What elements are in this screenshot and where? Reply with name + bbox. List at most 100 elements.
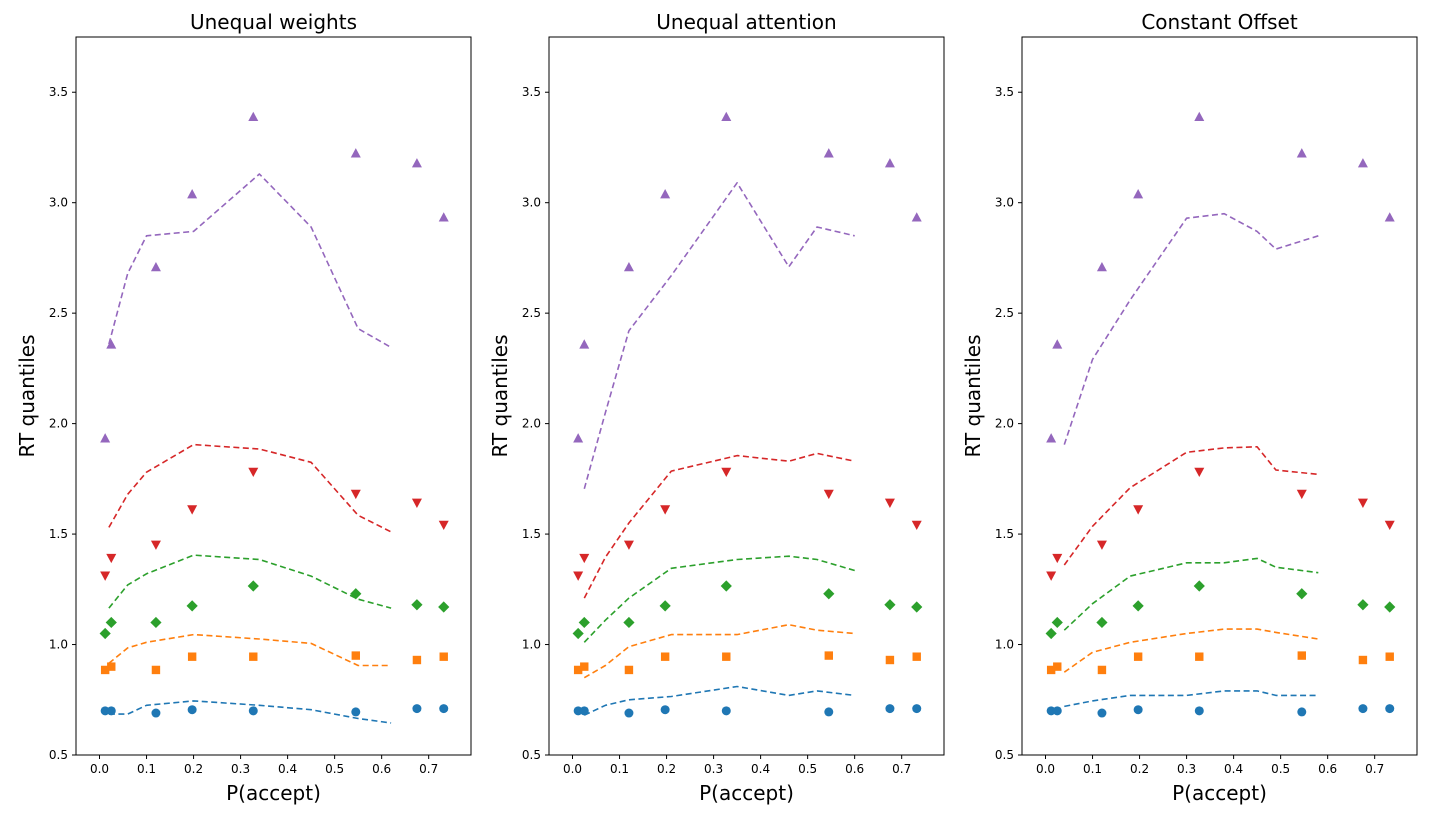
x-tick-label: 0.7 bbox=[892, 762, 911, 776]
predicted-line-q1 bbox=[108, 700, 392, 724]
observed-point-q4 bbox=[411, 498, 422, 508]
predicted-line-q5 bbox=[108, 173, 392, 349]
observed-point-q4 bbox=[1052, 553, 1063, 564]
observed-point-q5 bbox=[1194, 111, 1205, 122]
y-tick-label: 2.0 bbox=[995, 417, 1014, 431]
y-tick-label: 3.5 bbox=[522, 85, 541, 99]
observed-point-q3 bbox=[720, 580, 732, 592]
observed-point-q3 bbox=[1357, 599, 1369, 611]
observed-point-q5 bbox=[573, 433, 584, 443]
observed-point-q4 bbox=[1357, 498, 1368, 508]
observed-point-q3 bbox=[659, 600, 671, 612]
observed-point-q4 bbox=[573, 571, 584, 581]
observed-point-q5 bbox=[100, 433, 111, 443]
observed-point-q2 bbox=[351, 651, 360, 660]
observed-point-q2 bbox=[1046, 665, 1056, 675]
y-tick-label: 1.5 bbox=[995, 527, 1014, 541]
observed-point-q3 bbox=[1051, 616, 1063, 629]
observed-point-q4 bbox=[150, 540, 161, 550]
observed-point-q5 bbox=[623, 261, 634, 272]
observed-point-q4 bbox=[1096, 540, 1107, 550]
observed-point-q1 bbox=[579, 706, 589, 716]
y-tick-label: 1.0 bbox=[49, 638, 68, 652]
observed-point-q3 bbox=[1132, 600, 1144, 612]
observed-point-q2 bbox=[885, 655, 895, 665]
chart-title: Unequal weights bbox=[190, 10, 357, 34]
x-tick-label: 0.1 bbox=[1083, 762, 1102, 776]
observed-point-q5 bbox=[106, 339, 117, 349]
observed-point-q5 bbox=[1096, 261, 1107, 272]
observed-point-q1 bbox=[351, 707, 361, 717]
observed-point-q1 bbox=[1052, 706, 1062, 716]
predicted-line-q5 bbox=[1063, 212, 1319, 445]
x-tick-label: 0.5 bbox=[1271, 762, 1290, 776]
x-tick-label: 0.6 bbox=[1318, 762, 1337, 776]
observed-point-q2 bbox=[912, 652, 921, 661]
y-tick-label: 2.5 bbox=[49, 306, 68, 320]
observed-point-q5 bbox=[187, 189, 198, 199]
observed-point-q1 bbox=[412, 704, 422, 714]
axes-frame bbox=[548, 36, 945, 756]
observed-point-q3 bbox=[884, 599, 896, 611]
observed-point-q5 bbox=[1133, 189, 1144, 199]
observed-point-q1 bbox=[1358, 704, 1368, 714]
observed-point-q5 bbox=[660, 189, 671, 199]
x-tick-label: 0.2 bbox=[657, 762, 676, 776]
observed-point-q3 bbox=[578, 616, 590, 629]
x-tick-label: 0.2 bbox=[1130, 762, 1149, 776]
observed-point-q1 bbox=[248, 706, 258, 716]
observed-point-q4 bbox=[350, 489, 361, 500]
x-tick-label: 0.5 bbox=[325, 762, 344, 776]
predicted-line-q4 bbox=[583, 452, 855, 599]
axes-frame bbox=[1021, 36, 1418, 756]
observed-point-q1 bbox=[824, 707, 834, 717]
predicted-line-q2 bbox=[583, 623, 855, 679]
observed-point-q1 bbox=[1297, 707, 1307, 717]
predicted-line-q2 bbox=[108, 633, 392, 667]
observed-point-q2 bbox=[824, 651, 833, 660]
x-axis-label: P(accept) bbox=[226, 781, 321, 805]
observed-point-q3 bbox=[186, 600, 198, 612]
observed-point-q3 bbox=[1096, 616, 1108, 629]
observed-point-q4 bbox=[1046, 571, 1057, 581]
observed-point-q2 bbox=[249, 652, 258, 661]
observed-point-q5 bbox=[1296, 148, 1307, 158]
chart-panel-3: 0.0 0.1 0.2 0.3 0.4 0.5 0.6 0.7 0.5 1.0 1.5 2.0 2.5 3… bbox=[961, 10, 1418, 805]
observed-point-q4 bbox=[1384, 520, 1395, 531]
observed-point-q5 bbox=[438, 212, 449, 222]
observed-point-q4 bbox=[884, 498, 895, 508]
observed-point-q2 bbox=[580, 662, 589, 671]
observed-point-q4 bbox=[1133, 505, 1144, 515]
y-tick-label: 3.0 bbox=[995, 196, 1014, 210]
observed-point-q4 bbox=[438, 520, 449, 531]
x-tick-label: 0.3 bbox=[1177, 762, 1196, 776]
y-tick-label: 2.5 bbox=[995, 306, 1014, 320]
y-tick-label: 3.5 bbox=[995, 85, 1014, 99]
predicted-line-q2 bbox=[1063, 628, 1319, 673]
observed-point-q4 bbox=[187, 505, 198, 515]
observed-point-q2 bbox=[107, 662, 116, 671]
y-tick-label: 0.5 bbox=[995, 748, 1014, 762]
observed-point-q1 bbox=[1385, 704, 1395, 714]
observed-point-q4 bbox=[823, 489, 834, 500]
observed-point-q2 bbox=[1053, 662, 1062, 671]
observed-point-q3 bbox=[911, 601, 923, 613]
observed-point-q5 bbox=[884, 158, 895, 168]
observed-point-q3 bbox=[1193, 580, 1205, 592]
observed-point-q1 bbox=[885, 704, 895, 714]
observed-point-q3 bbox=[623, 616, 635, 629]
observed-point-q2 bbox=[187, 652, 197, 661]
observed-point-q3 bbox=[438, 601, 450, 613]
x-tick-label: 0.0 bbox=[90, 762, 109, 776]
x-tick-label: 0.4 bbox=[1224, 762, 1243, 776]
x-tick-label: 0.6 bbox=[372, 762, 391, 776]
predicted-line-q3 bbox=[583, 555, 855, 643]
x-tick-label: 0.1 bbox=[137, 762, 156, 776]
chart-panel-1: 0.0 0.1 0.2 0.3 0.4 0.5 0.6 0.7 0.5 1.0 1.5 2.0 2.5 3… bbox=[15, 10, 472, 805]
y-tick-label: 3.0 bbox=[49, 196, 68, 210]
x-tick-label: 0.5 bbox=[798, 762, 817, 776]
observed-point-q2 bbox=[1195, 652, 1204, 661]
observed-point-q4 bbox=[579, 553, 590, 564]
observed-point-q4 bbox=[623, 540, 634, 550]
x-tick-label: 0.4 bbox=[278, 762, 297, 776]
